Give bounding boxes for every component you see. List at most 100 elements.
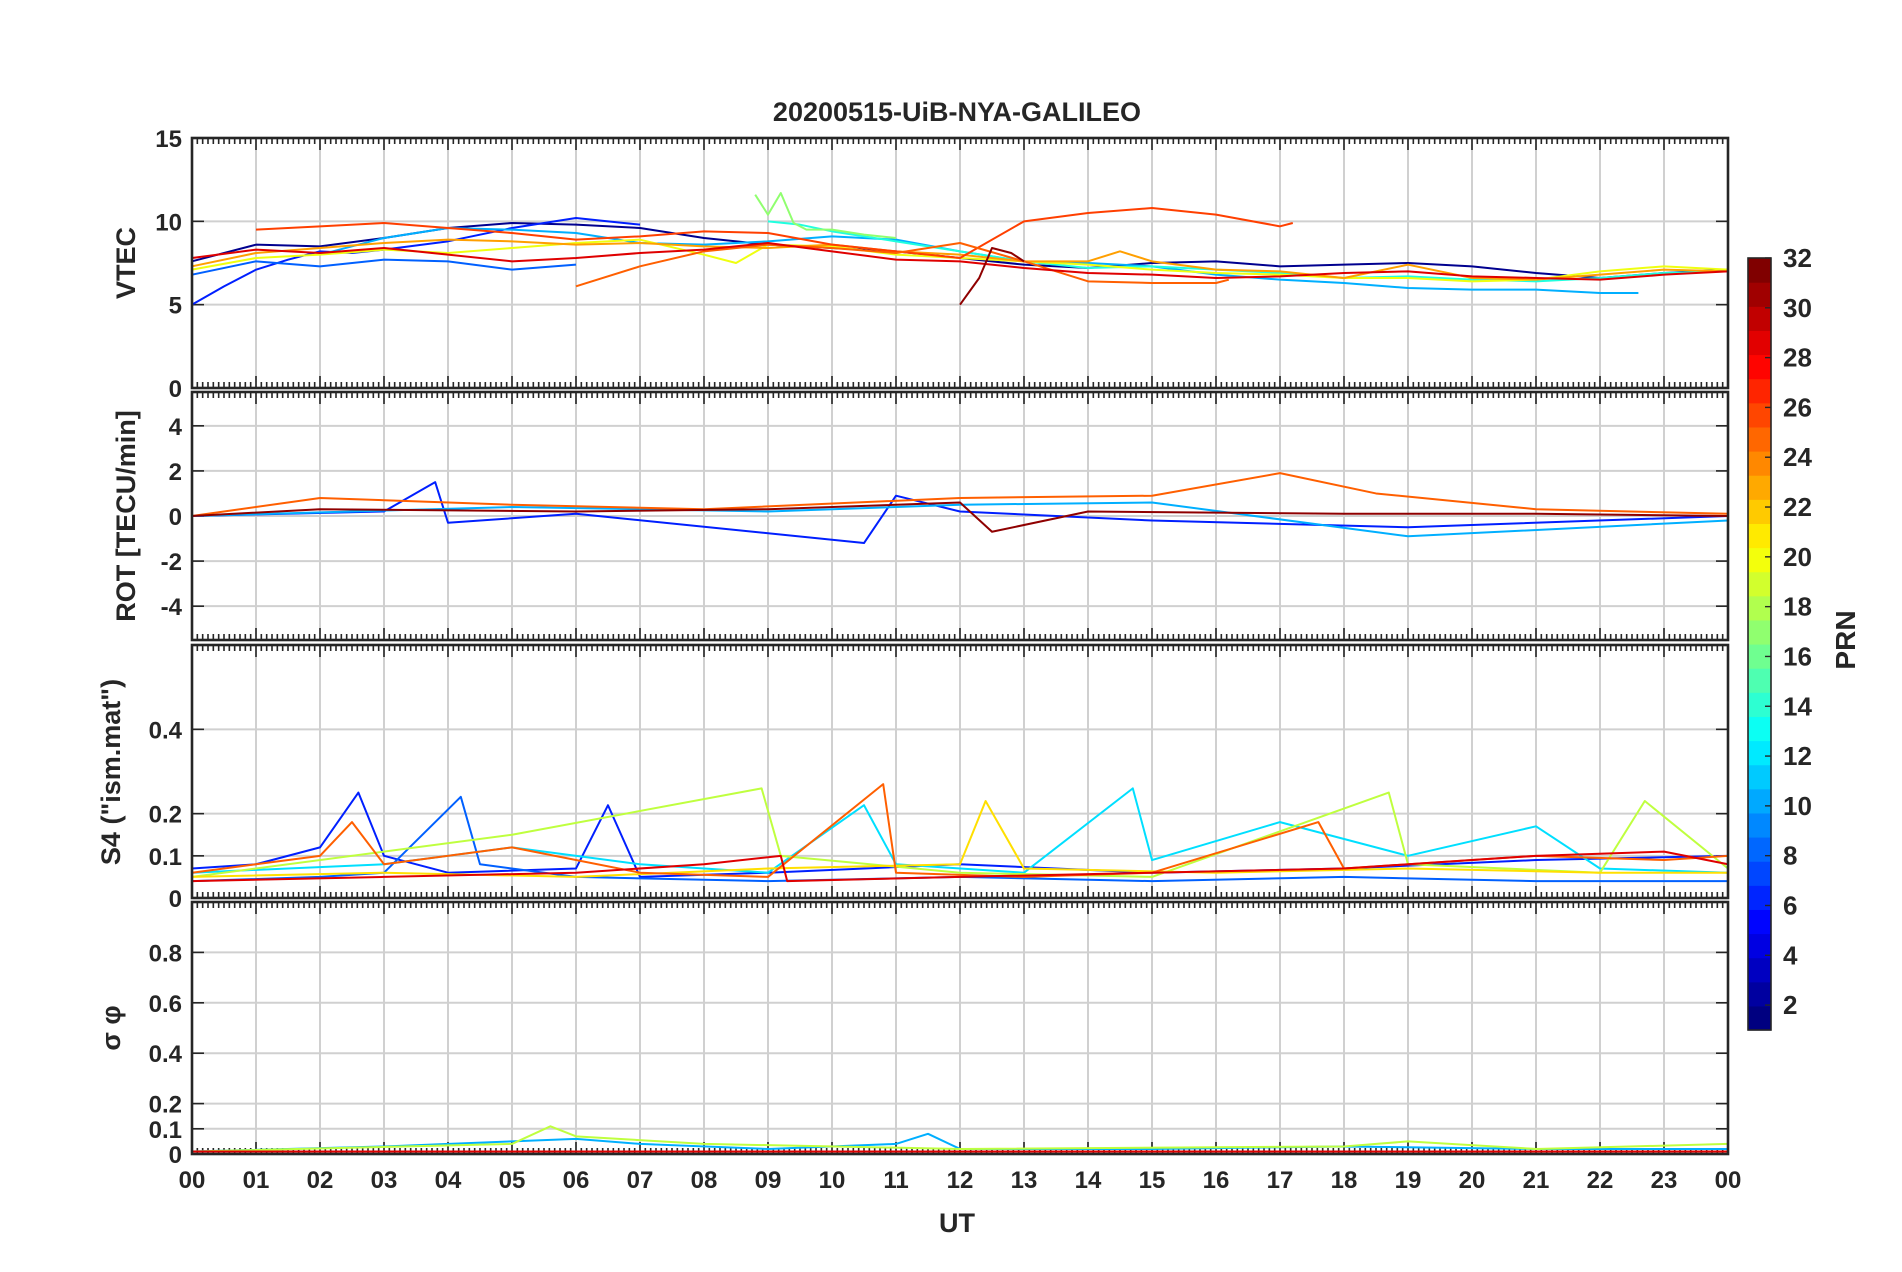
colorbar-bin <box>1748 523 1771 549</box>
x-tick-label: 00 <box>1715 1167 1742 1194</box>
series-line-8 <box>255 207 1294 259</box>
colorbar-bin <box>1748 933 1771 959</box>
colorbar-bin <box>1748 402 1771 428</box>
y-tick-label: -2 <box>161 549 182 576</box>
colorbar-bin <box>1748 258 1771 283</box>
colorbar-tick-label: 30 <box>1783 293 1812 323</box>
panel-VTEC: 0 5 10 15 VTEC <box>111 126 1730 403</box>
colorbar-bin <box>1748 1005 1771 1031</box>
colorbar-frame <box>1747 257 1772 1031</box>
series-line-3 <box>191 787 1729 878</box>
colorbar-bin <box>1748 861 1771 886</box>
colorbar-bin <box>1748 451 1771 476</box>
colorbar-tick-label: 24 <box>1783 442 1812 472</box>
x-tick-label: 19 <box>1395 1167 1422 1194</box>
colorbar-tick-label: 22 <box>1783 492 1812 522</box>
colorbar-bin <box>1748 837 1771 862</box>
colorbar-bin <box>1748 692 1771 717</box>
colorbar-bin <box>1748 812 1771 838</box>
x-tick-label: 01 <box>243 1167 270 1194</box>
y-tick-label: 0 <box>169 886 182 913</box>
y-tick-label: 0.4 <box>149 717 183 744</box>
panel-ROT: -4 -2 0 2 4 ROT [TECU/min] <box>111 390 1730 642</box>
colorbar-bin <box>1748 354 1771 380</box>
colorbar-bin <box>1748 764 1771 790</box>
series-line-6 <box>191 850 1729 883</box>
colorbar-bin <box>1748 619 1771 645</box>
colorbar-bin <box>1748 547 1771 573</box>
colorbar-tick-label: 2 <box>1783 990 1797 1020</box>
axes-frame <box>190 900 1730 1156</box>
x-tick-label: 06 <box>563 1167 590 1194</box>
colorbar-tick-label: 18 <box>1783 592 1812 622</box>
y-tick-label: 0 <box>169 1142 182 1169</box>
y-tick-label: 15 <box>155 126 182 153</box>
x-tick-label: 04 <box>435 1167 462 1194</box>
colorbar-bin <box>1748 378 1771 404</box>
series-line-1 <box>191 1125 1729 1153</box>
colorbar-tick-label: 14 <box>1783 691 1812 721</box>
colorbar-tick-label: 32 <box>1783 243 1812 273</box>
x-axis-label: UT <box>939 1208 975 1238</box>
colorbar-label: PRN <box>1830 610 1861 669</box>
colorbar-bin <box>1748 957 1771 983</box>
colorbar-bin <box>1748 909 1771 935</box>
colorbar-bin <box>1748 571 1771 597</box>
x-tick-label: 00 <box>179 1167 206 1194</box>
colorbar-tick-label: 8 <box>1783 841 1797 871</box>
colorbar-bin <box>1748 499 1771 524</box>
x-tick-label: 08 <box>691 1167 718 1194</box>
series-line-9 <box>575 242 1230 288</box>
y-axis-label: S4 ("ism.mat") <box>96 679 126 865</box>
series-line-2 <box>191 787 1729 874</box>
x-tick-label: 03 <box>371 1167 398 1194</box>
colorbar-tick-label: 6 <box>1783 890 1797 920</box>
y-tick-label: 0.8 <box>149 940 182 967</box>
x-tick-label: 17 <box>1267 1167 1294 1194</box>
x-tick-label: 21 <box>1523 1167 1550 1194</box>
y-tick-label: 0.2 <box>149 802 182 829</box>
colorbar-bin <box>1748 475 1771 500</box>
y-tick-label: 0 <box>169 504 182 531</box>
series-line-1 <box>191 501 1729 538</box>
y-tick-label: 0 <box>169 376 182 403</box>
panel-sigma_phi: 00.10.2 0.4 0.6 0.8 σ φ <box>96 900 1730 1169</box>
colorbar-bin <box>1748 740 1771 766</box>
y-tick-label: 0.1 <box>149 844 182 871</box>
x-tick-label: 12 <box>947 1167 974 1194</box>
axes-frame <box>190 136 1730 390</box>
series-line-10 <box>191 242 1729 281</box>
colorbar-bin <box>1748 716 1771 742</box>
axes-frame <box>190 390 1730 642</box>
series-line-2 <box>191 472 1729 517</box>
series-line-2 <box>191 258 577 276</box>
axes-frame <box>190 643 1730 900</box>
colorbar-tick-label: 16 <box>1783 641 1812 671</box>
y-tick-label: -4 <box>161 594 183 621</box>
colorbar-bin <box>1748 306 1771 331</box>
x-tick-label: 13 <box>1011 1167 1038 1194</box>
x-tick-label: 14 <box>1075 1167 1102 1194</box>
x-tick-label: 05 <box>499 1167 526 1194</box>
x-tick-label: 10 <box>819 1167 846 1194</box>
y-tick-label: 0.1 <box>149 1117 182 1144</box>
x-tick-label: 02 <box>307 1167 334 1194</box>
x-tick-label: 11 <box>883 1167 908 1194</box>
series-line-11 <box>959 247 1025 306</box>
colorbar-bin <box>1748 644 1771 669</box>
series-line-0 <box>191 481 1729 545</box>
colorbar-bin <box>1748 330 1771 356</box>
y-tick-label: 2 <box>169 459 182 486</box>
series-line-6 <box>191 238 1729 283</box>
panel-S4: 0 0.1 0.2 0.4 S4 ("ism.mat") <box>96 643 1730 913</box>
series-line-5 <box>754 192 897 239</box>
colorbar-tick-label: 26 <box>1783 392 1812 422</box>
colorbar-tick-label: 10 <box>1783 791 1812 821</box>
series-line-4 <box>191 800 1728 878</box>
chart-title: 20200515-UiB-NYA-GALILEO <box>773 97 1141 127</box>
x-tick-label: 07 <box>627 1167 654 1194</box>
series-line-3 <box>191 501 1729 533</box>
x-tick-label: 18 <box>1331 1167 1358 1194</box>
